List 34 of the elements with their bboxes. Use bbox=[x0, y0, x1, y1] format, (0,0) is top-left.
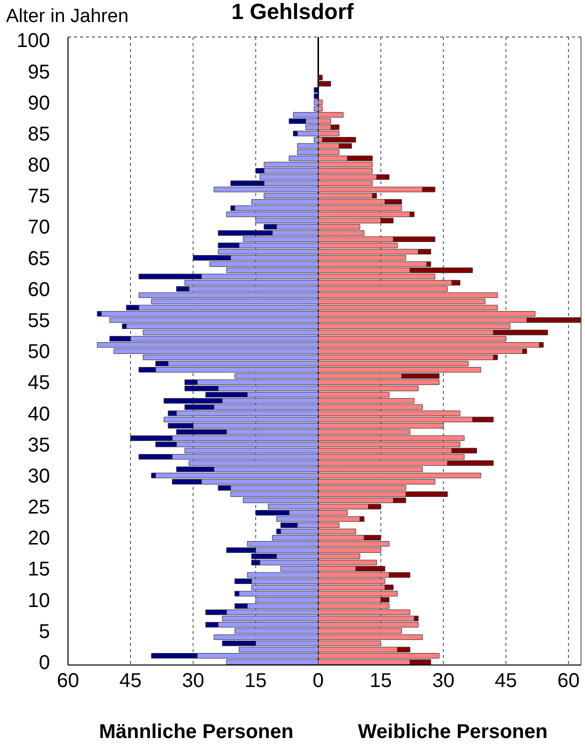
y-tick-label: 80 bbox=[28, 154, 50, 177]
x-tick-label: 30 bbox=[182, 670, 204, 692]
y-tick-label: 5 bbox=[38, 620, 50, 643]
y-tick-label: 95 bbox=[28, 61, 50, 84]
x-tick-label: 45 bbox=[494, 670, 518, 692]
y-tick-label: 40 bbox=[28, 403, 50, 426]
y-tick-label: 0 bbox=[38, 652, 50, 674]
x-tick-label: 15 bbox=[370, 670, 392, 692]
y-tick-label: 15 bbox=[28, 558, 50, 581]
y-tick-label: 20 bbox=[28, 528, 50, 550]
y-tick-label: 90 bbox=[28, 92, 50, 114]
y-tick-label: 60 bbox=[28, 278, 50, 301]
y-tick-label: 65 bbox=[28, 248, 50, 270]
text: Weibliche Personen bbox=[356, 720, 549, 744]
y-tick-label: 10 bbox=[28, 590, 50, 612]
y-tick-label: 35 bbox=[28, 434, 50, 456]
y-tick-label: 75 bbox=[28, 186, 50, 208]
chart-title: 1 Gehlsdorf bbox=[231, 0, 354, 24]
y-tick-label: 50 bbox=[28, 341, 50, 364]
y-axis-title: Alter in Jahren bbox=[6, 6, 129, 28]
x-tick-label: 30 bbox=[432, 670, 454, 692]
y-tick-label: 55 bbox=[28, 310, 50, 332]
y-tick-label: 25 bbox=[28, 496, 50, 519]
x-tick-label: 60 bbox=[56, 670, 80, 692]
x-tick-label: 60 bbox=[557, 670, 580, 692]
y-tick-label: 85 bbox=[28, 123, 50, 146]
x-tick-label: 15 bbox=[244, 670, 267, 692]
y-tick-label: 70 bbox=[28, 216, 50, 239]
text: Männliche Personen bbox=[98, 720, 294, 744]
y-tick-label: 30 bbox=[28, 465, 50, 488]
y-tick-label: 100 bbox=[16, 30, 50, 52]
y-tick-label: 45 bbox=[28, 372, 50, 394]
x-tick-label: 0 bbox=[312, 670, 324, 692]
x-tick-label: 45 bbox=[119, 670, 142, 692]
